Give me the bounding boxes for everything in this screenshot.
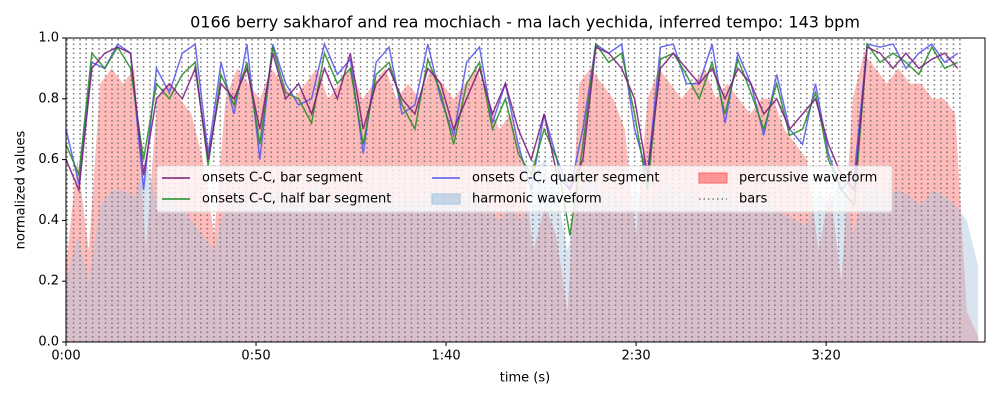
legend: onsets C-C, bar segment onsets C-C, half … [156, 165, 893, 213]
y-tick-label: 0.8 [38, 91, 59, 106]
y-tick-label: 0.2 [38, 274, 59, 289]
legend-label: bars [739, 192, 768, 207]
x-tick-label: 0:50 [241, 349, 270, 364]
x-tick-label: 1:40 [431, 349, 460, 364]
legend-swatch [698, 172, 728, 184]
legend-label: onsets C-C, bar segment [202, 171, 363, 186]
x-tick-label: 3:20 [812, 349, 841, 364]
legend-label: harmonic waveform [472, 192, 602, 207]
legend-swatch [431, 193, 461, 205]
x-tick-label: 2:30 [621, 349, 650, 364]
line [66, 41, 959, 193]
axes-frame [65, 37, 986, 343]
legend-label: percussive waveform [739, 171, 877, 186]
legend-label: onsets C-C, half bar segment [202, 192, 391, 207]
y-tick-label: 1.0 [38, 31, 59, 46]
y-axis-label: normalized values [14, 130, 29, 249]
y-tick-label: 0.6 [38, 152, 59, 167]
y-tick-label: 0.0 [38, 335, 59, 350]
x-tick-label: 0:00 [51, 349, 80, 364]
legend-label: onsets C-C, quarter segment [472, 171, 659, 186]
x-axis-label: time (s) [500, 371, 550, 386]
plot-area: 0:00 0:50 1:40 2:30 3:20 0.0 0.2 0.4 0.6 0.8 1.0 on… [38, 31, 986, 364]
y-tick-label: 0.4 [38, 213, 59, 228]
line [66, 45, 959, 193]
chart-title: 0166 berry sakharof and rea mochiach - m… [190, 13, 860, 32]
